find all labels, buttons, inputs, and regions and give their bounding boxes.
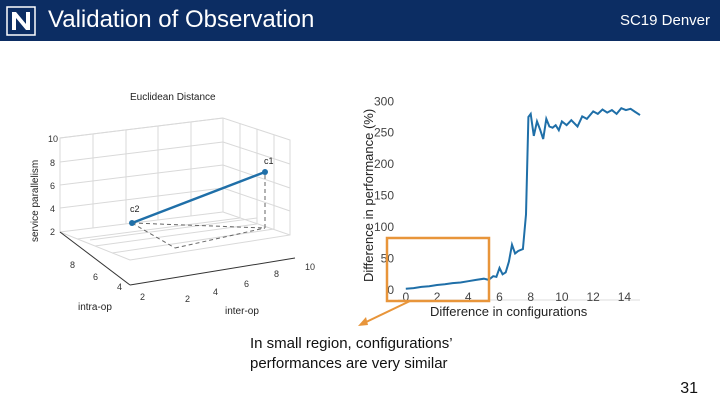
caption: In small region, configurations’ perform… bbox=[250, 334, 550, 374]
x-tick-label: 10 bbox=[555, 290, 569, 304]
y-tick: 4 bbox=[213, 287, 218, 297]
page-number: 31 bbox=[680, 380, 698, 397]
x-tick-label: 6 bbox=[496, 290, 503, 304]
point-label-c2: c2 bbox=[130, 204, 140, 214]
x-tick-label: 2 bbox=[434, 290, 441, 304]
conference-label: SC19 Denver bbox=[619, 12, 710, 29]
title-bar: Validation of Observation SC19 Denver bbox=[0, 0, 720, 41]
y-tick-label: 0 bbox=[387, 283, 394, 297]
y-tick-label: 100 bbox=[374, 220, 394, 234]
y-tick-label: 50 bbox=[381, 252, 395, 266]
x-tick-label: 12 bbox=[586, 290, 600, 304]
y-tick: 8 bbox=[274, 269, 279, 279]
point-c1 bbox=[262, 169, 268, 175]
callout-arrowhead bbox=[358, 317, 368, 326]
y-tick-label: 300 bbox=[374, 94, 394, 108]
point-label-c1: c1 bbox=[264, 156, 274, 166]
series-line bbox=[405, 106, 641, 290]
point-c2 bbox=[129, 220, 135, 226]
z-tick: 4 bbox=[50, 204, 55, 214]
caption-line-2: performances are very similar bbox=[250, 355, 448, 372]
chart-x-axis-label: Difference in configurations bbox=[430, 304, 588, 319]
y-tick-label: 200 bbox=[374, 157, 394, 171]
x-tick-label: 14 bbox=[618, 290, 632, 304]
x-tick-label: 0 bbox=[402, 290, 409, 304]
z-tick: 8 bbox=[50, 158, 55, 168]
callout-arrow bbox=[361, 300, 411, 325]
caption-line-1: In small region, configurations’ bbox=[250, 335, 453, 352]
chart-y-axis-label: Difference in performance (%) bbox=[361, 109, 376, 282]
z-tick: 10 bbox=[48, 134, 58, 144]
x-tick: 4 bbox=[117, 282, 122, 292]
university-logo bbox=[6, 6, 36, 36]
x-tick-label: 8 bbox=[527, 290, 534, 304]
z-axis-label: service parallelism bbox=[30, 160, 41, 242]
highlight-box bbox=[385, 236, 491, 303]
x-axis-label: intra-op bbox=[78, 302, 112, 313]
y-tick-label: 150 bbox=[374, 189, 394, 203]
distance-line bbox=[131, 170, 266, 225]
y-tick: 10 bbox=[305, 262, 315, 272]
y-tick: 2 bbox=[185, 294, 190, 304]
x-tick: 2 bbox=[140, 292, 145, 302]
z-tick: 6 bbox=[50, 181, 55, 191]
plot-title: Euclidean Distance bbox=[130, 92, 216, 103]
slide-title: Validation of Observation bbox=[48, 6, 315, 33]
y-tick: 6 bbox=[244, 279, 249, 289]
x-tick: 6 bbox=[93, 272, 98, 282]
z-tick: 2 bbox=[50, 227, 55, 237]
y-tick-label: 250 bbox=[374, 126, 394, 140]
x-tick-label: 4 bbox=[465, 290, 472, 304]
x-tick: 8 bbox=[70, 260, 75, 270]
y-axis-label: inter-op bbox=[225, 306, 259, 317]
